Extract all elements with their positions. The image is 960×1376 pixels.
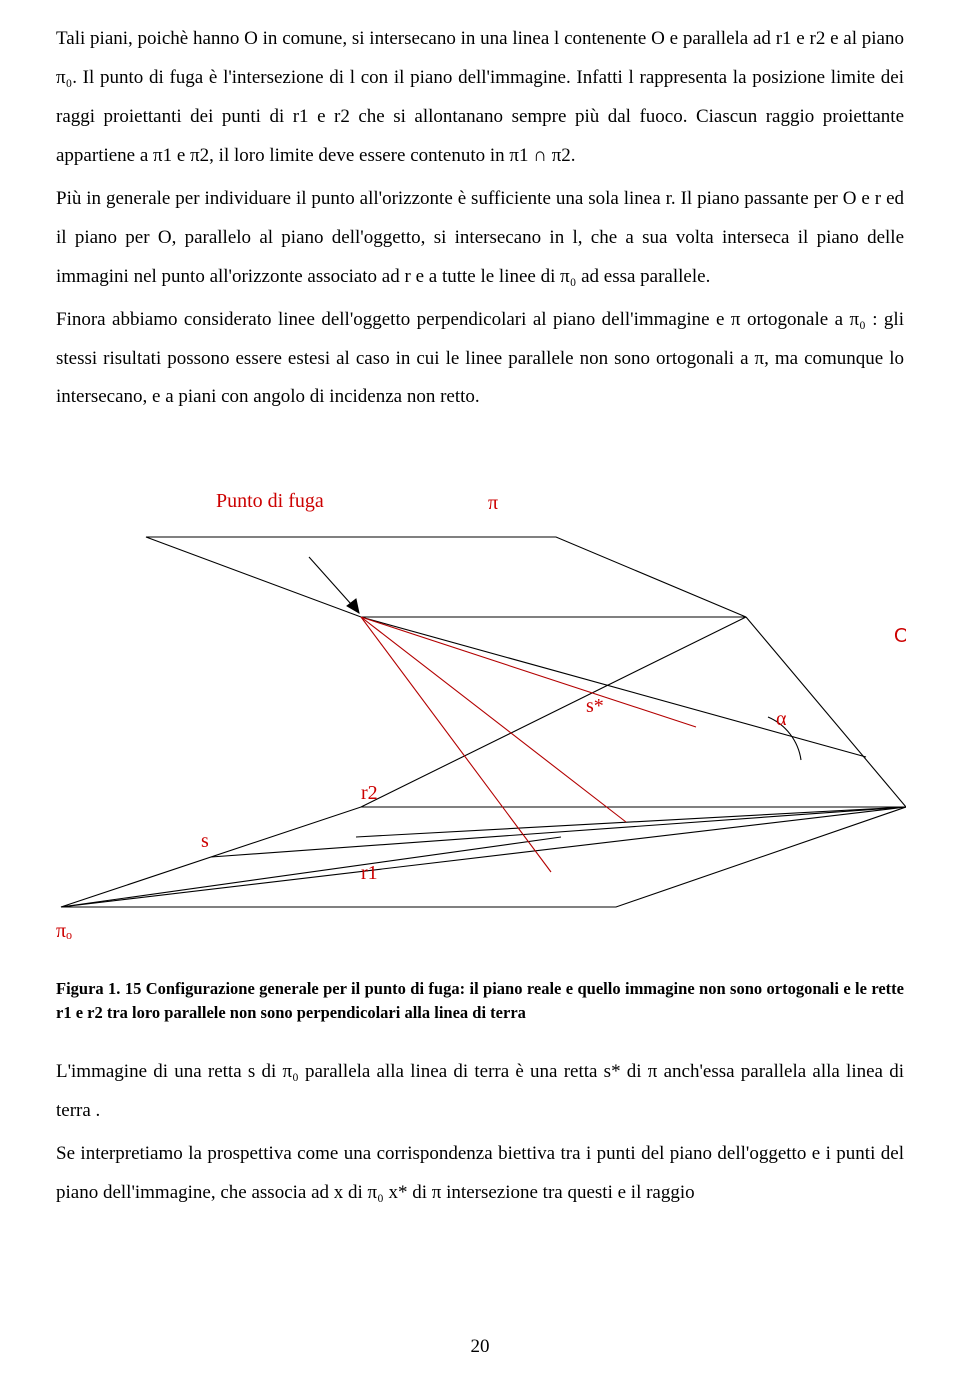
svg-text:r1: r1: [361, 862, 378, 884]
figure-caption: Figura 1. 15 Configurazione generale per…: [56, 977, 904, 1025]
svg-text:πₒ: πₒ: [56, 920, 72, 942]
body-paragraph-4: L'immagine di una retta s di π₀ parallel…: [56, 1053, 904, 1131]
figure-container: Punto di fuga π Os* α r2 s r1 πₒ: [56, 467, 904, 967]
svg-text:Punto di fuga: Punto di fuga: [216, 490, 324, 512]
svg-text:s: s: [201, 830, 209, 852]
body-paragraph-5: Se interpretiamo la prospettiva come una…: [56, 1135, 904, 1213]
svg-text:α: α: [776, 708, 787, 730]
svg-text:π: π: [488, 492, 498, 514]
body-paragraph-1: Tali piani, poichè hanno O in comune, si…: [56, 20, 904, 176]
body-paragraph-2: Più in generale per individuare il punto…: [56, 180, 904, 297]
geometry-figure: Punto di fuga π Os* α r2 s r1 πₒ: [56, 467, 906, 947]
svg-text:r2: r2: [361, 782, 378, 804]
svg-text:s*: s*: [586, 695, 604, 717]
svg-text:O: O: [894, 625, 906, 647]
page-number: 20: [0, 1336, 960, 1358]
body-paragraph-3: Finora abbiamo considerato linee dell'og…: [56, 301, 904, 418]
